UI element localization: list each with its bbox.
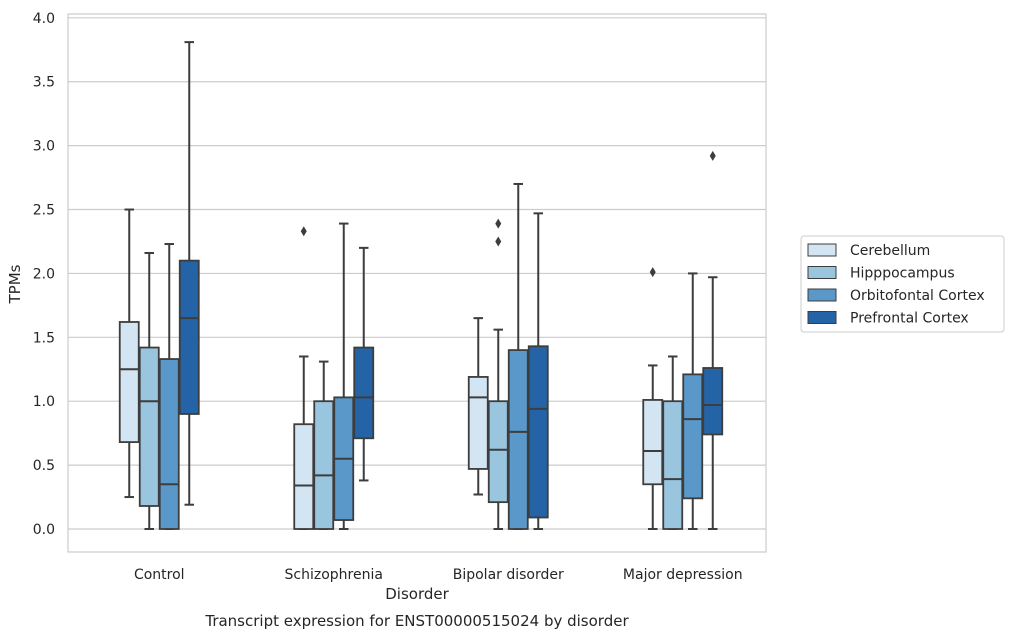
chart-caption: Transcript expression for ENST0000051502… [204,612,629,630]
y-tick-label: 2.0 [33,266,55,282]
outlier-point [649,267,656,278]
box [178,259,200,415]
legend-swatch [807,288,837,302]
outlier-point [300,226,307,237]
box [507,349,529,530]
y-tick-label: 0.5 [33,458,55,474]
box [682,373,704,500]
x-tick-label: Bipolar disorder [453,567,564,583]
box-group [507,182,529,530]
x-tick-label: Control [134,567,185,583]
x-tick-labels: Control Schizophrenia Bipolar disorder Majo… [134,567,743,583]
y-tick-label: 3.0 [33,139,55,155]
box [702,367,724,436]
legend-label: Cerebellum [850,243,930,259]
box-group [178,41,200,506]
y-tick-labels: 0.0 0.5 1.0 1.5 2.0 2.5 3.0 3.5 4.0 [33,11,55,538]
outlier-point [495,218,502,229]
outlier-point [709,150,716,161]
y-tick-label: 1.0 [33,394,55,410]
x-tick-label: Major depression [623,567,743,583]
box-group [642,267,664,530]
y-tick-label: 3.5 [33,75,55,91]
box-group [313,360,335,530]
box [487,400,509,504]
legend-label: Hipppocampus [850,266,955,282]
box-group [333,222,355,530]
box-group [118,208,140,499]
plot-frame [67,13,767,553]
y-tick-label: 1.5 [33,330,55,346]
y-tick-label: 4.0 [33,11,55,27]
box [158,358,180,530]
legend-swatch [807,243,837,257]
box [527,345,549,519]
boxes [118,41,724,530]
box [467,376,489,470]
legend-swatch [807,311,837,324]
box [353,346,375,440]
y-axis-title: TPMs [6,264,24,304]
box [118,321,140,443]
outlier-point [495,236,502,247]
box [313,400,335,530]
box-group [158,243,180,530]
box-group [702,150,724,530]
box-group [293,226,315,530]
box-group [662,355,684,530]
legend-frame [800,235,1005,333]
box-group [487,218,509,530]
x-tick-label: Schizophrenia [285,567,383,583]
box [138,346,160,507]
box-group [467,317,489,496]
legend-label: Prefrontal Cortex [850,311,969,327]
box-group [527,212,549,530]
box-group [138,251,160,530]
legend-swatch [807,266,837,279]
y-tick-label: 0.0 [33,522,55,538]
x-axis-title: Disorder [385,585,449,603]
box [642,399,664,486]
legend: Cerebellum Hipppocampus Orbitofontal Corte… [800,235,1005,333]
box [293,423,315,530]
box [662,400,684,530]
box-group [353,246,375,482]
legend-label: Orbitofontal Cortex [850,288,985,304]
box-group [682,272,704,530]
y-tick-label: 2.5 [33,203,55,219]
